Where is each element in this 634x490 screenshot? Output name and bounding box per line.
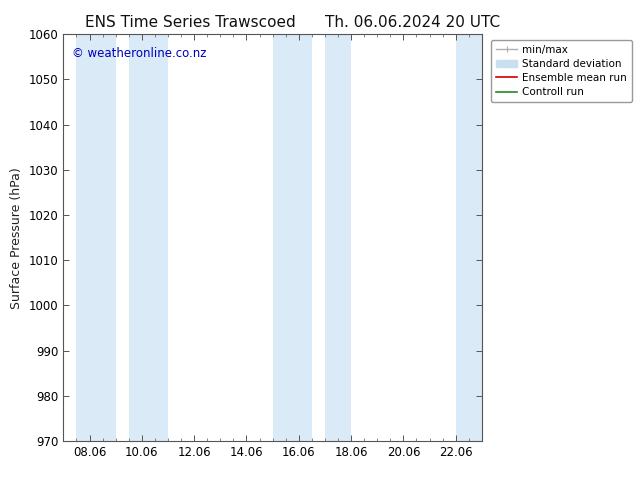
Bar (129, 34, 168, 441)
Bar (273, 34, 312, 441)
Text: ENS Time Series Trawscoed: ENS Time Series Trawscoed (85, 15, 295, 30)
Bar (325, 34, 351, 441)
Text: © weatheronline.co.nz: © weatheronline.co.nz (72, 47, 206, 59)
Y-axis label: Surface Pressure (hPa): Surface Pressure (hPa) (10, 167, 23, 309)
Bar (77, 34, 116, 441)
Text: Th. 06.06.2024 20 UTC: Th. 06.06.2024 20 UTC (325, 15, 500, 30)
Bar (456, 34, 482, 441)
Legend: min/max, Standard deviation, Ensemble mean run, Controll run: min/max, Standard deviation, Ensemble me… (491, 40, 633, 102)
